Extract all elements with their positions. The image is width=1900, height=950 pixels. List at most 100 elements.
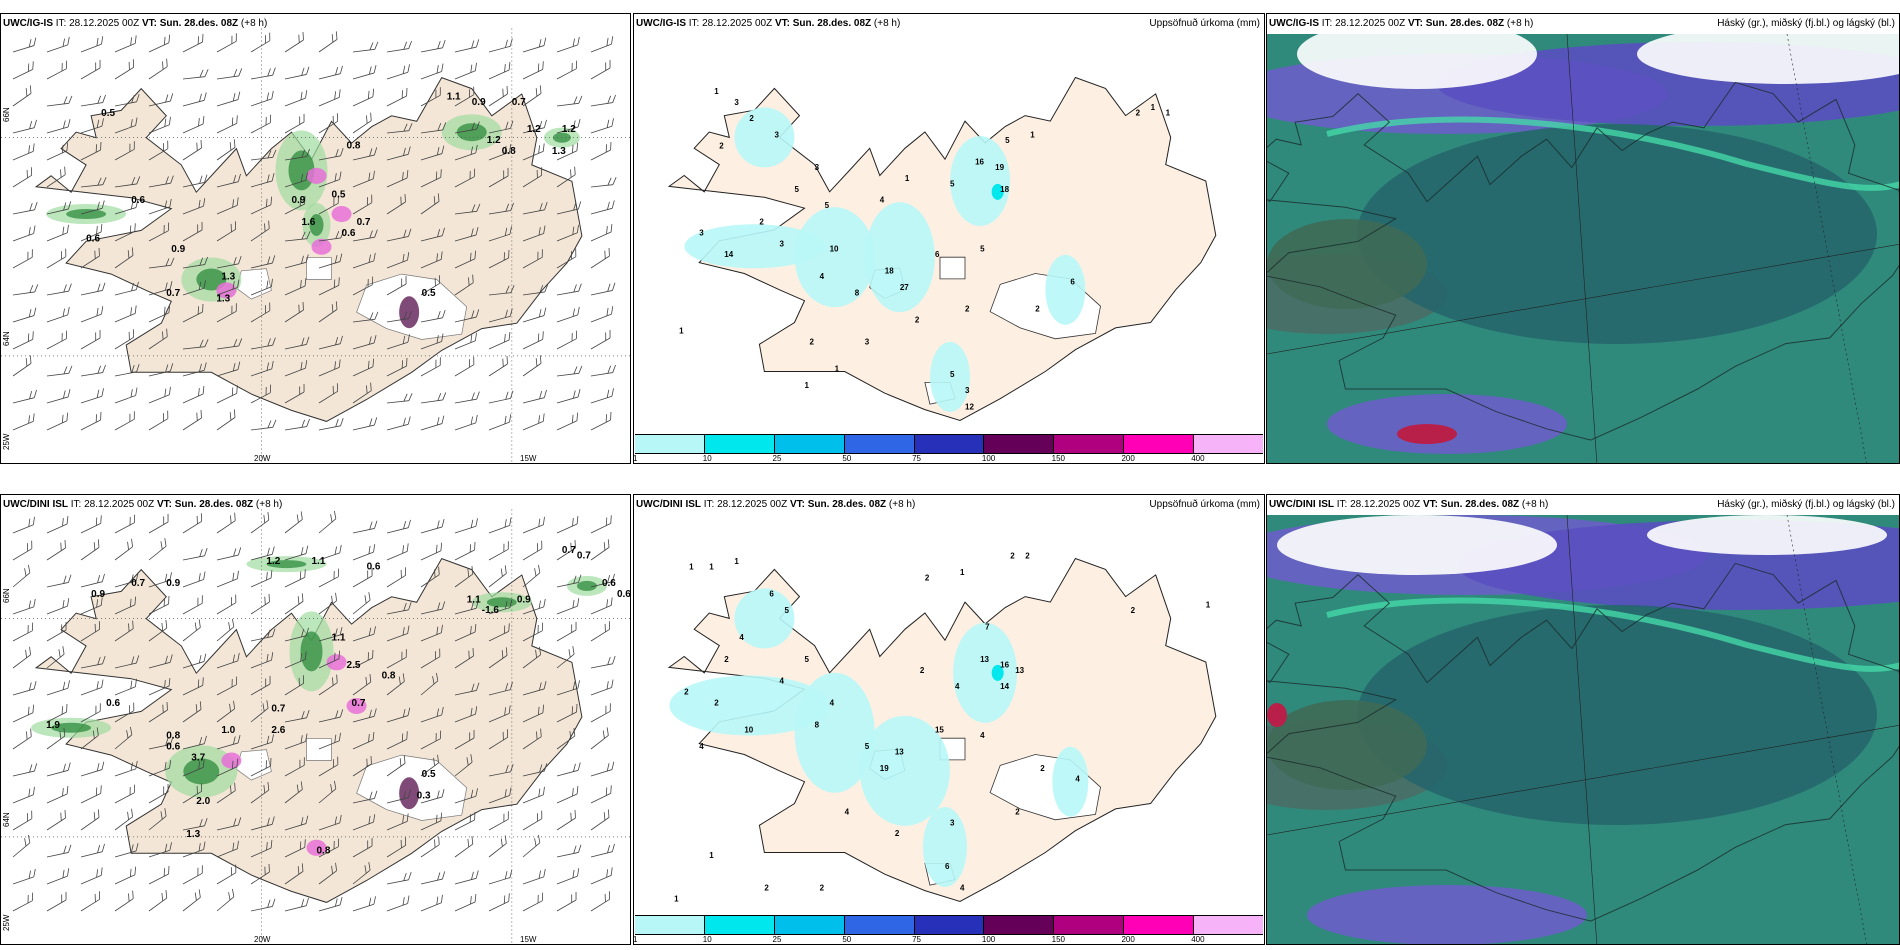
wind-barb <box>114 538 133 561</box>
wind-barb <box>454 870 479 885</box>
wind-barb <box>284 733 308 750</box>
precip-value-label: 5 <box>825 201 830 210</box>
wind-barb <box>12 681 37 696</box>
wind-barb <box>454 788 478 804</box>
wind-barb <box>556 539 576 561</box>
wind-barb <box>216 864 237 885</box>
cloud-layer <box>1327 394 1567 454</box>
precip-value-label: 0.5 <box>332 190 346 201</box>
precip-value-label: 0.6 <box>86 233 100 244</box>
wind-barb <box>148 842 172 858</box>
wind-barb <box>318 780 337 804</box>
heavy-precip-area <box>346 697 367 714</box>
wind-barb <box>590 621 611 642</box>
coastline <box>1267 81 1899 441</box>
panel-title: Uppsöfnuð úrkoma (mm) <box>1149 499 1260 510</box>
precip-area <box>922 807 967 888</box>
wind-barb <box>352 417 378 431</box>
wind-barb <box>556 306 580 323</box>
wind-barb <box>522 622 544 642</box>
wind-barb <box>454 706 478 723</box>
precip-value-label: 13 <box>980 655 989 664</box>
model-name: UWC/DINI ISL <box>1269 499 1334 510</box>
wind-barb <box>80 621 101 642</box>
wind-barb <box>352 170 375 188</box>
precip-value-label: 1 <box>689 562 694 571</box>
wind-barb <box>182 339 209 350</box>
vt-label: VT: <box>1422 499 1438 510</box>
valid-time: Sun. 28.des. 08Z <box>807 499 887 510</box>
wind-barb <box>522 516 545 534</box>
heavy-precip-area <box>311 238 332 255</box>
wind-barb <box>46 539 66 561</box>
wind-barb <box>284 710 310 723</box>
wind-barb <box>216 652 240 669</box>
graticule-line <box>1566 514 1598 944</box>
cloud-layer <box>1267 700 1427 790</box>
wind-barb <box>556 142 579 161</box>
wind-barb <box>522 810 543 831</box>
heavy-precip-area <box>331 206 352 223</box>
precip-area <box>859 715 950 826</box>
precip-value-label: 2 <box>810 337 815 346</box>
wind-barb <box>46 330 68 350</box>
wind-barb <box>488 144 512 161</box>
wind-barb <box>318 195 339 215</box>
cloud-layer <box>1277 515 1557 575</box>
precip-value-label: 4 <box>830 699 835 708</box>
precip-value-label: 8 <box>855 288 860 297</box>
wind-barb <box>556 598 580 615</box>
wind-barb <box>12 763 38 777</box>
wind-barb <box>148 304 171 323</box>
precip-value-label: 2 <box>965 305 970 314</box>
wind-barb <box>12 37 37 53</box>
wind-barb <box>114 117 138 134</box>
heavy-precip-area <box>326 654 347 671</box>
wind-barb <box>12 810 33 831</box>
wind-barb <box>284 569 306 588</box>
precip-value-label: 1 <box>679 326 684 335</box>
precip-value-label: 2 <box>895 829 900 838</box>
wind-barb <box>556 703 578 723</box>
wind-barb <box>114 59 135 80</box>
wind-barb <box>454 227 479 242</box>
wind-barb <box>420 40 446 53</box>
wind-barb <box>12 119 37 134</box>
it-label: IT: <box>688 18 700 29</box>
precip-value-label: 4 <box>980 731 985 740</box>
precip-map-panel-bottom: UWC/DINI ISL IT: 28.12.2025 00Z VT: Sun.… <box>633 494 1265 945</box>
wind-barb <box>80 223 103 242</box>
wind-barb <box>250 114 272 134</box>
wind-barb <box>148 890 168 912</box>
wind-barb <box>556 646 575 669</box>
lon-label-15w: 15W <box>520 454 537 463</box>
colorbar-segment <box>1124 435 1195 453</box>
precip-value-label: 2.0 <box>196 796 210 807</box>
wind-barb <box>522 225 546 242</box>
wind-barb <box>12 389 37 404</box>
wind-barb <box>216 33 237 53</box>
graticule-line <box>1566 33 1598 463</box>
precip-value-label: 2 <box>820 884 825 893</box>
precip-value-label: 0.5 <box>422 769 436 780</box>
wind-barb <box>488 355 508 377</box>
wind-barb <box>216 338 243 350</box>
wind-barb <box>420 789 445 804</box>
colorbar-tick-label: 25 <box>772 935 782 944</box>
wind-barb <box>250 628 276 642</box>
colorbar-segment <box>1054 916 1125 934</box>
wind-map-svg: 0.90.7 0.91.2 1.1 0.61.1-1.60.90.7 0.70.60.6… <box>1 495 630 944</box>
wind-barb <box>590 223 613 242</box>
wind-barb <box>386 731 408 750</box>
valid-time: Sun. 28.des. 08Z <box>792 18 872 29</box>
wind-barb <box>284 815 309 831</box>
colorbar-tick-label: 75 <box>912 935 922 944</box>
wind-barb <box>216 547 242 561</box>
wind-barb <box>590 247 610 269</box>
wind-barb <box>386 393 413 404</box>
wind-barb <box>386 123 413 134</box>
wind-barb <box>46 412 69 431</box>
wind-barb <box>148 760 172 777</box>
panel-header: UWC/IG-IS IT: 28.12.2025 00Z VT: Sun. 28… <box>1267 14 1899 34</box>
